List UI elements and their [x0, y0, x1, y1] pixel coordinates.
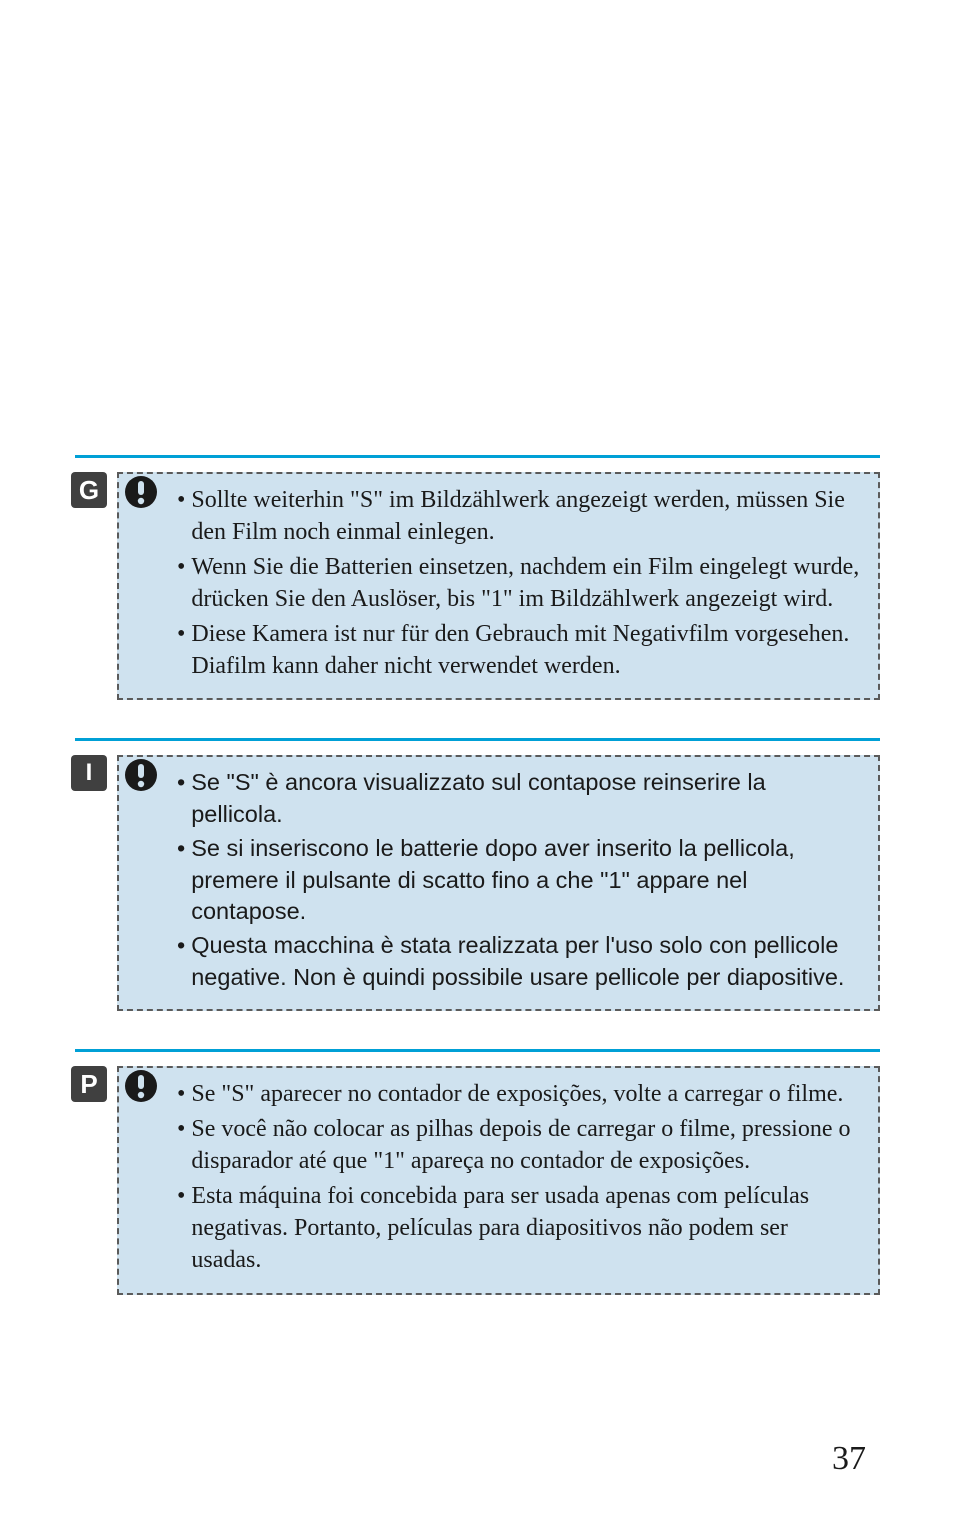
language-code: I — [86, 759, 93, 787]
warning-exclamation-icon — [123, 757, 159, 793]
bullet-mark: • — [177, 618, 191, 683]
note-container: I •Se "S" è ancora visualizzato sul cont… — [75, 741, 880, 1011]
bullet-mark: • — [177, 767, 191, 830]
bullet-item: •Diese Kamera ist nur für den Gebrauch m… — [177, 618, 860, 683]
language-badge-i: I — [71, 755, 107, 791]
section-italian: I •Se "S" è ancora visualizzato sul cont… — [75, 738, 880, 1011]
bullet-text: Questa macchina è stata realizzata per l… — [191, 930, 860, 993]
bullet-item: •Se "S" aparecer no contador de exposiçõ… — [177, 1078, 860, 1110]
bullet-item: •Se si inseriscono le batterie dopo aver… — [177, 833, 860, 928]
bullet-item: •Sollte weiterhin "S" im Bildzählwerk an… — [177, 484, 860, 549]
note-container: P •Se "S" aparecer no contador de exposi… — [75, 1052, 880, 1294]
section-portuguese: P •Se "S" aparecer no contador de exposi… — [75, 1049, 880, 1294]
bullet-text: Se "S" aparecer no contador de exposiçõe… — [191, 1078, 860, 1110]
bullet-mark: • — [177, 1113, 191, 1178]
language-badge-g: G — [71, 472, 107, 508]
bullet-mark: • — [177, 930, 191, 993]
bullet-item: •Se "S" è ancora visualizzato sul contap… — [177, 767, 860, 830]
warning-exclamation-icon — [123, 474, 159, 510]
note-box: •Se "S" è ancora visualizzato sul contap… — [117, 755, 880, 1011]
language-code: P — [80, 1069, 97, 1100]
bullet-item: •Se você não colocar as pilhas depois de… — [177, 1113, 860, 1178]
page-number: 37 — [832, 1440, 866, 1478]
bullet-mark: • — [177, 484, 191, 549]
bullet-mark: • — [177, 551, 191, 616]
bullet-mark: • — [177, 833, 191, 928]
content-area: G •Sollte weiterhin "S" im Bildzählwerk … — [75, 455, 880, 1333]
bullet-text: Se "S" è ancora visualizzato sul contapo… — [191, 767, 860, 830]
bullet-item: •Esta máquina foi concebida para ser usa… — [177, 1180, 860, 1277]
bullet-item: •Questa macchina è stata realizzata per … — [177, 930, 860, 993]
bullet-item: •Wenn Sie die Batterien einsetzen, nachd… — [177, 551, 860, 616]
bullet-text: Diese Kamera ist nur für den Gebrauch mi… — [191, 618, 860, 683]
language-badge-p: P — [71, 1066, 107, 1102]
bullet-text: Sollte weiterhin "S" im Bildzählwerk ang… — [191, 484, 860, 549]
language-code: G — [79, 475, 99, 506]
bullet-mark: • — [177, 1180, 191, 1277]
warning-exclamation-icon — [123, 1068, 159, 1104]
bullet-mark: • — [177, 1078, 191, 1110]
bullet-text: Esta máquina foi concebida para ser usad… — [191, 1180, 860, 1277]
note-box: •Sollte weiterhin "S" im Bildzählwerk an… — [117, 472, 880, 700]
bullet-text: Se si inseriscono le batterie dopo aver … — [191, 833, 860, 928]
note-box: •Se "S" aparecer no contador de exposiçõ… — [117, 1066, 880, 1294]
section-german: G •Sollte weiterhin "S" im Bildzählwerk … — [75, 455, 880, 700]
note-container: G •Sollte weiterhin "S" im Bildzählwerk … — [75, 458, 880, 700]
bullet-text: Se você não colocar as pilhas depois de … — [191, 1113, 860, 1178]
bullet-text: Wenn Sie die Batterien einsetzen, nachde… — [191, 551, 860, 616]
